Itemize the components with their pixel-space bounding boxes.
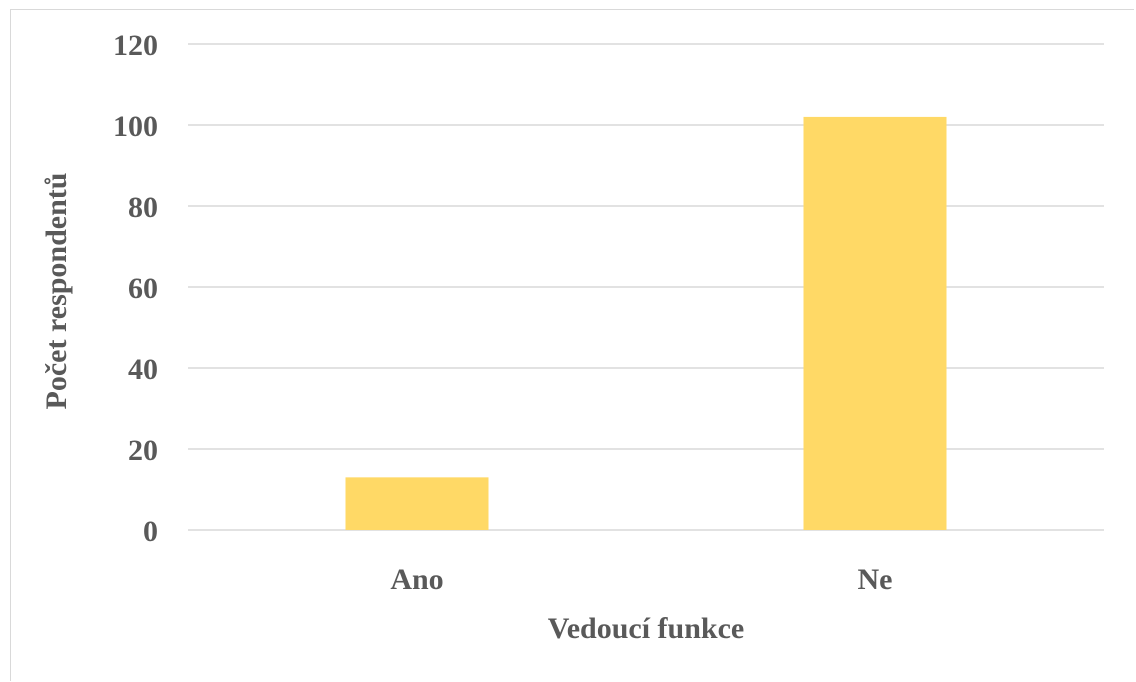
y-tick-label: 0 bbox=[143, 515, 158, 548]
bars bbox=[345, 116, 947, 531]
x-tick-labels: Ano Ne bbox=[390, 563, 892, 596]
y-tick-label: 60 bbox=[128, 272, 158, 305]
x-tick-label-ne: Ne bbox=[858, 563, 893, 596]
chart-frame bbox=[10, 9, 1134, 681]
y-tick-label: 100 bbox=[113, 110, 158, 143]
y-tick-labels: 0 20 40 60 80 100 120 bbox=[113, 29, 158, 548]
bar-ne bbox=[803, 116, 947, 531]
y-tick-label: 40 bbox=[128, 353, 158, 386]
x-tick-label-ano: Ano bbox=[390, 563, 443, 596]
gridlines bbox=[188, 43, 1104, 531]
y-tick-label: 120 bbox=[113, 29, 158, 62]
y-tick-label: 20 bbox=[128, 434, 158, 467]
y-axis-title: Počet respondentů bbox=[40, 173, 73, 410]
bar-ano bbox=[345, 477, 489, 530]
x-axis-title: Vedoucí funkce bbox=[548, 612, 744, 645]
y-tick-label: 80 bbox=[128, 191, 158, 224]
